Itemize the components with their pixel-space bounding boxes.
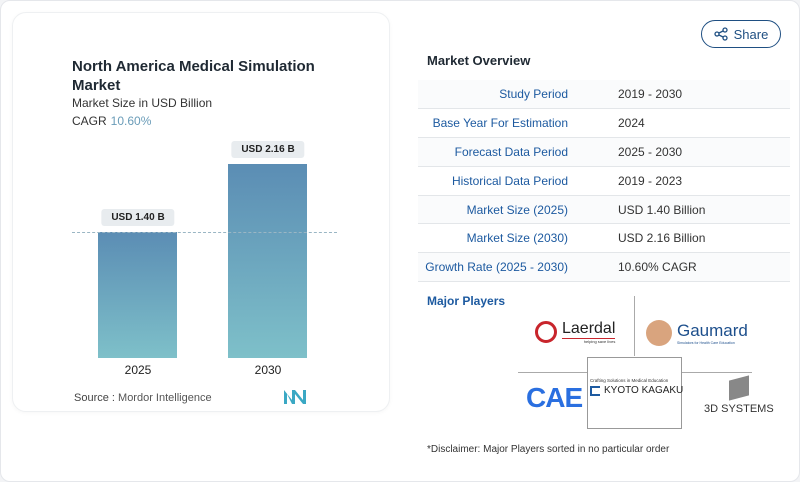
overview-row: Study Period 2019 - 2030 — [418, 80, 790, 110]
gaumard-logo: Gaumard Simulators for Health Care Educat… — [646, 320, 748, 346]
kyoto-kagaku-logo: Crafting Solutions in Medical Education … — [590, 378, 684, 396]
overview-row: Base Year For Estimation 2024 — [418, 108, 790, 139]
overview-row: Market Size (2030) USD 2.16 Billion — [418, 223, 790, 254]
mordor-logo — [284, 390, 306, 404]
row-value: USD 1.40 Billion — [593, 195, 790, 225]
row-value: 2019 - 2030 — [593, 80, 790, 110]
row-value: 2019 - 2023 — [593, 166, 790, 196]
divider — [634, 296, 635, 356]
overview-row: Market Size (2025) USD 1.40 Billion — [418, 195, 790, 225]
cagr: CAGR 10.60% — [72, 114, 151, 128]
source: Source : Mordor Intelligence — [74, 392, 212, 404]
row-label: Market Size (2030) — [418, 223, 593, 254]
row-label: Study Period — [418, 80, 593, 110]
row-label: Forecast Data Period — [418, 137, 593, 167]
data-label: USD 2.16 B — [231, 141, 305, 159]
overview-row: Historical Data Period 2019 - 2023 — [418, 166, 790, 196]
row-value: USD 2.16 Billion — [593, 223, 790, 254]
cagr-value: 10.60% — [110, 114, 152, 128]
overview-title: Market Overview — [427, 53, 531, 68]
share-icon — [713, 27, 728, 41]
chart-card — [12, 12, 390, 412]
data-label: USD 1.40 B — [101, 209, 175, 227]
row-value: 2025 - 2030 — [593, 137, 790, 167]
share-button[interactable]: Share — [701, 20, 781, 48]
bar-2025 — [98, 232, 177, 358]
row-value: 2024 — [593, 108, 790, 139]
major-players-title: Major Players — [427, 294, 506, 308]
x-tick-label: 2025 — [124, 363, 152, 377]
overview-row: Forecast Data Period 2025 - 2030 — [418, 137, 790, 167]
row-label: Base Year For Estimation — [418, 108, 593, 139]
row-label: Growth Rate (2025 - 2030) — [418, 252, 593, 283]
reference-line — [72, 232, 337, 234]
disclaimer: *Disclaimer: Major Players sorted in no … — [427, 444, 670, 455]
laerdal-logo: Laerdal helping save lives — [535, 320, 616, 344]
overview-row: Growth Rate (2025 - 2030) 10.60% CAGR — [418, 252, 790, 283]
3d-systems-logo: 3D SYSTEMS — [704, 375, 774, 415]
share-label: Share — [733, 26, 769, 42]
source-value: Mordor Intelligence — [118, 392, 212, 404]
cae-logo: CAE — [526, 382, 583, 413]
row-label: Historical Data Period — [418, 166, 593, 196]
chart-subtitle: Market Size in USD Billion — [72, 96, 213, 110]
overview-table: Study Period 2019 - 2030 Base Year For Est… — [418, 80, 790, 283]
source-label: Source : — [74, 392, 115, 404]
bar-2030 — [228, 164, 307, 358]
kyoto-box — [587, 357, 682, 429]
row-label: Market Size (2025) — [418, 195, 593, 225]
cagr-label: CAGR — [72, 114, 107, 128]
x-tick-label: 2030 — [254, 363, 282, 377]
row-value: 10.60% CAGR — [593, 252, 790, 283]
chart-title: North America Medical Simulation Market — [72, 58, 315, 94]
